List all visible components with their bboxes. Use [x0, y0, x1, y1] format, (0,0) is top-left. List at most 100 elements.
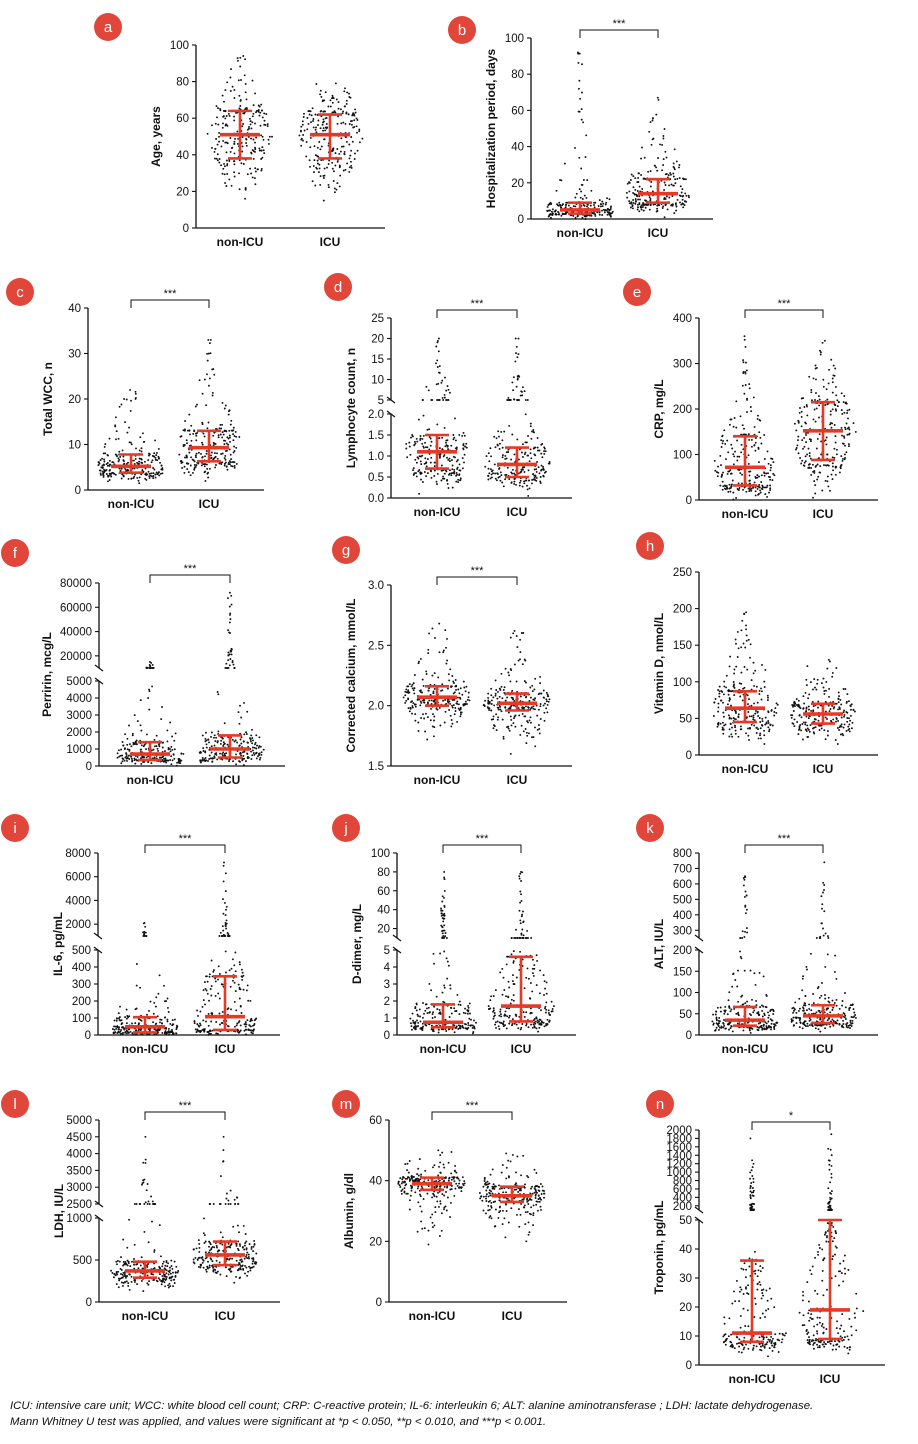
data-point: [340, 108, 342, 111]
data-point: [351, 140, 354, 143]
data-point: [228, 664, 231, 667]
data-point: [148, 667, 151, 669]
data-point: [490, 476, 493, 479]
data-point: [671, 195, 674, 198]
data-point: [147, 470, 150, 473]
data-point: [226, 163, 229, 165]
data-point: [206, 1031, 209, 1033]
data-point: [245, 144, 248, 147]
data-point: [846, 433, 849, 436]
x-tick-label: non-ICU: [122, 1042, 169, 1056]
data-point: [455, 1026, 458, 1029]
data-point: [630, 173, 633, 176]
data-point: [171, 1033, 174, 1036]
data-point: [253, 753, 256, 756]
data-point: [314, 184, 317, 187]
data-point: [126, 468, 129, 471]
data-point: [203, 465, 206, 468]
data-point: [829, 413, 832, 416]
data-point: [636, 203, 639, 206]
data-point: [465, 685, 468, 688]
data-point: [439, 1012, 442, 1015]
data-point: [271, 135, 273, 138]
data-point: [804, 460, 807, 463]
data-point: [656, 207, 659, 210]
data-point: [257, 109, 260, 112]
data-point: [241, 150, 244, 153]
data-point: [743, 427, 745, 430]
data-point: [197, 1024, 200, 1027]
data-point: [680, 191, 683, 194]
data-point: [419, 704, 422, 707]
data-point: [509, 715, 512, 718]
data-point: [808, 452, 811, 455]
data-point: [802, 397, 805, 400]
data-point: [804, 421, 807, 424]
data-point: [817, 395, 820, 398]
data-point: [532, 429, 535, 431]
data-point: [522, 468, 524, 471]
data-point: [464, 1027, 467, 1030]
data-point: [247, 741, 249, 744]
data-point: [736, 439, 739, 442]
data-point: [218, 158, 221, 160]
data-point: [493, 704, 496, 707]
data-point: [210, 451, 213, 454]
data-point: [229, 137, 232, 139]
data-point: [187, 471, 190, 474]
data-point: [414, 713, 417, 716]
data-point: [219, 752, 222, 755]
data-point: [209, 988, 212, 990]
data-point: [844, 426, 846, 429]
data-point: [228, 605, 231, 608]
data-point: [138, 482, 141, 485]
data-point: [102, 463, 105, 466]
data-point: [251, 115, 254, 118]
data-point: [180, 759, 183, 762]
data-point: [756, 701, 759, 704]
data-point: [651, 119, 654, 122]
data-point: [111, 461, 114, 464]
data-point: [559, 178, 561, 181]
data-point: [678, 177, 681, 180]
data-point: [412, 682, 415, 685]
data-point: [222, 743, 225, 746]
data-point: [668, 184, 671, 187]
data-point: [221, 431, 224, 434]
data-point: [739, 728, 742, 731]
data-point: [405, 699, 408, 702]
data-point: [540, 692, 543, 695]
data-point: [443, 393, 446, 396]
data-point: [753, 425, 756, 428]
data-point: [114, 473, 117, 476]
data-point: [333, 187, 336, 190]
data-point: [97, 461, 100, 464]
axis-break-mark: [392, 934, 402, 942]
data-point: [152, 477, 155, 480]
data-point: [213, 755, 216, 758]
data-point: [453, 1024, 456, 1027]
data-point: [536, 437, 539, 439]
data-point: [429, 461, 432, 464]
data-point: [250, 750, 253, 753]
data-point: [828, 368, 831, 371]
data-point: [657, 157, 660, 159]
data-point: [117, 749, 120, 752]
data-point: [797, 421, 800, 424]
data-point: [748, 490, 751, 493]
data-point: [113, 1025, 115, 1028]
data-point: [223, 753, 226, 755]
data-point: [139, 724, 142, 727]
data-point: [148, 688, 151, 691]
data-point: [443, 426, 446, 429]
data-point: [226, 1008, 229, 1011]
data-point: [811, 700, 814, 703]
data-point: [459, 1004, 462, 1006]
data-point: [533, 708, 536, 711]
data-point: [510, 705, 513, 707]
data-point: [807, 708, 810, 711]
data-point: [748, 387, 751, 390]
data-point: [441, 926, 444, 929]
data-point: [672, 172, 675, 175]
